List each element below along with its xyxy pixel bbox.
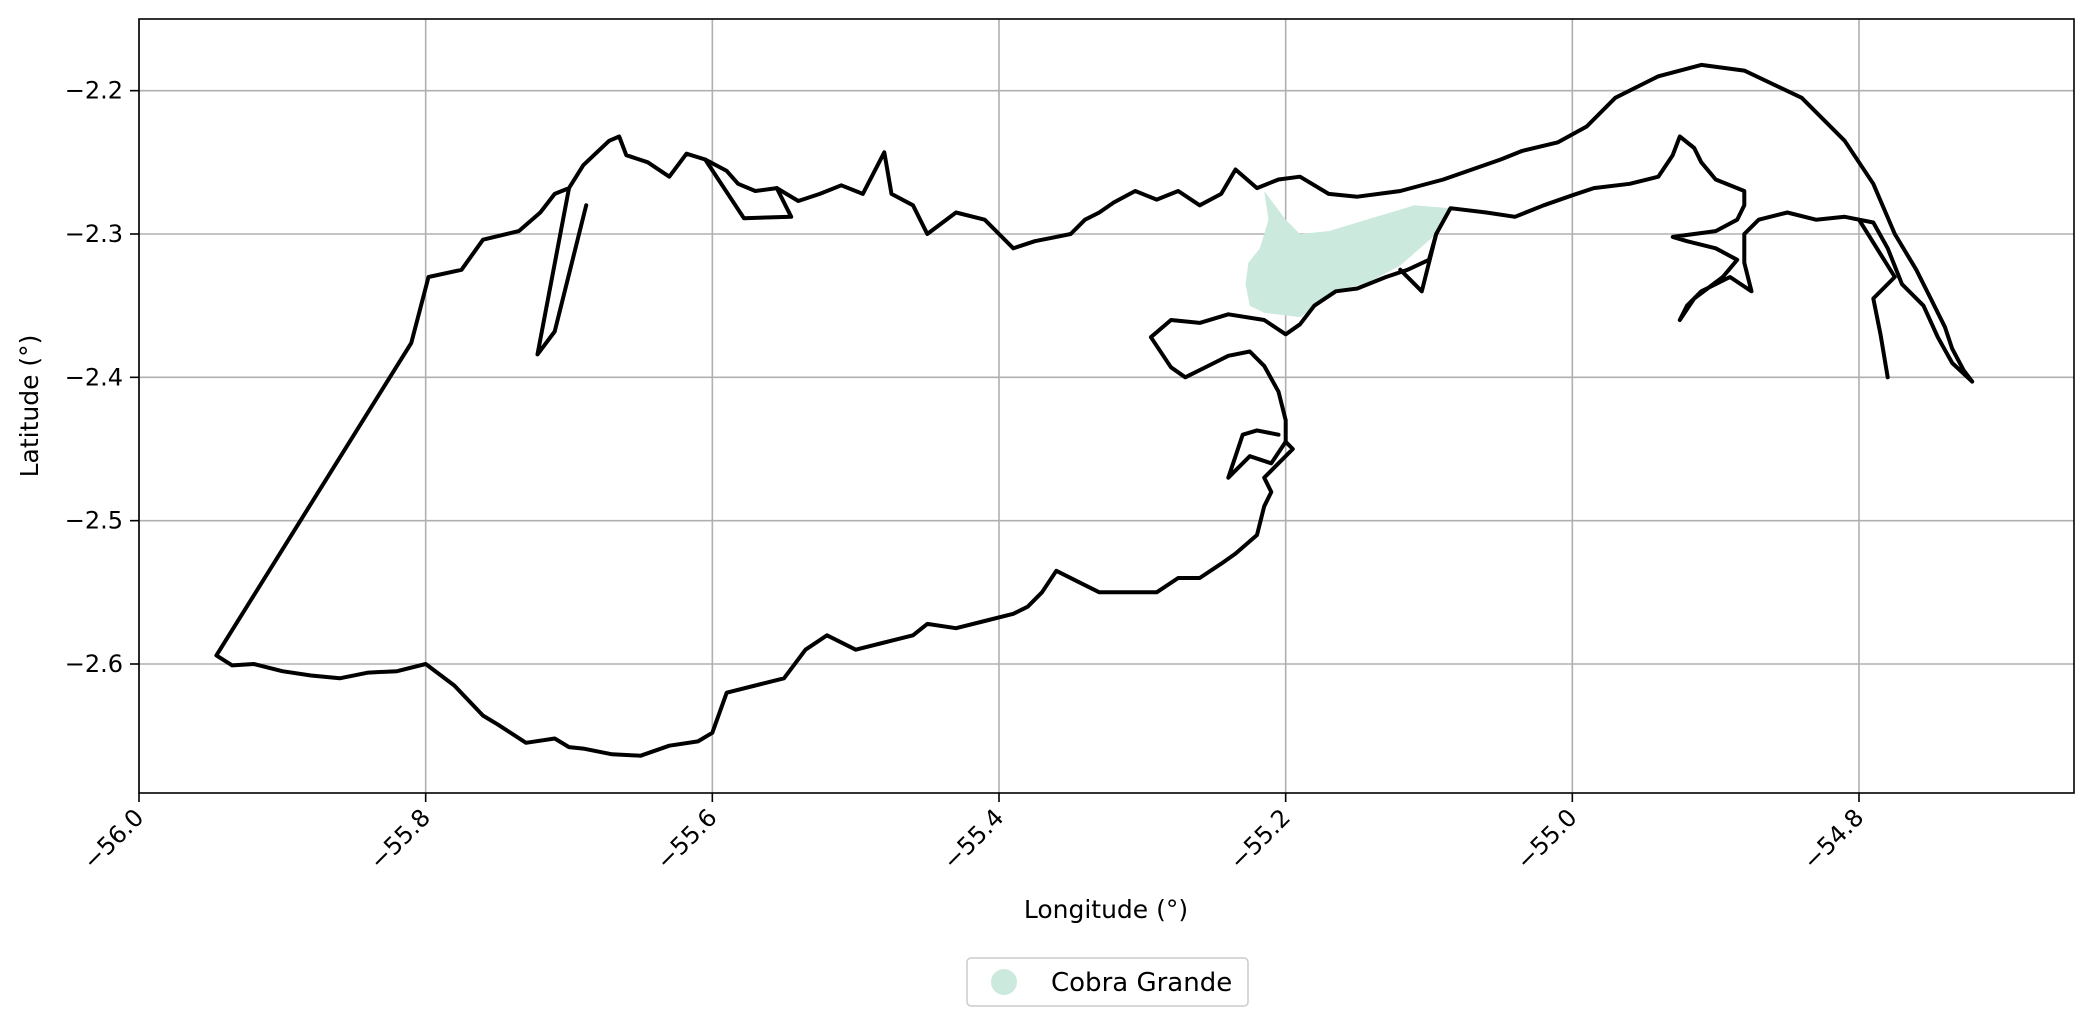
y-tick-label: −2.5 [65,507,123,535]
boundary-feature [1226,428,1288,480]
legend-swatch-cobra-grande [991,969,1017,995]
grid-lines [138,19,2074,793]
boundary-feature [1398,232,1439,294]
cobra-grande-fill [1245,191,1451,318]
boundary-feature [1857,217,1897,380]
y-tick-label: −2.4 [65,363,123,391]
region-outline [214,62,1975,758]
boundary-feature [535,186,589,357]
legend: Cobra Grande [966,957,1249,1007]
legend-label-cobra-grande: Cobra Grande [1051,968,1232,998]
boundary-polygon [214,62,1975,758]
y-axis-label: Latitude (°) [15,335,44,478]
y-tick-label: −2.3 [65,220,123,248]
y-axis-ticks: −2.2 −2.3 −2.4 −2.5 −2.6 [65,77,139,678]
boundary-feature [703,157,794,221]
legend-box [966,957,1249,1007]
y-tick-label: −2.2 [65,77,123,105]
plot-area-frame [138,18,2075,794]
y-tick-label: −2.6 [65,650,123,678]
cobra-grande-region [1245,191,1451,318]
x-axis-label: Longitude (°) [1024,895,1188,924]
